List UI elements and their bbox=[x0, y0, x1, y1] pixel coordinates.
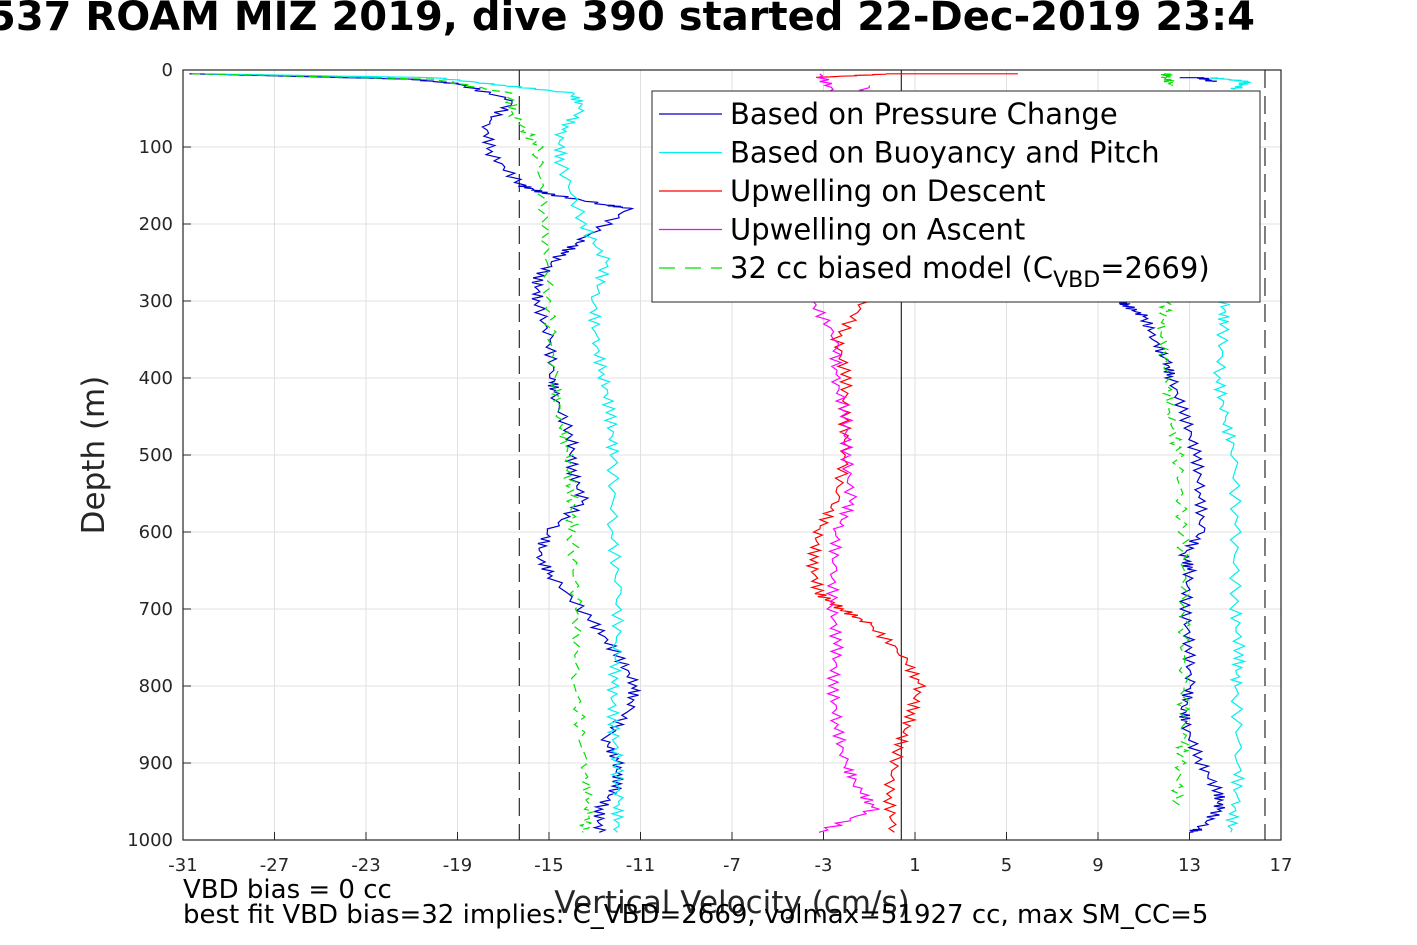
y-tick-label: 100 bbox=[139, 137, 173, 158]
y-tick-label: 900 bbox=[139, 753, 173, 774]
series-line bbox=[1210, 77, 1251, 90]
series-line bbox=[816, 73, 1018, 79]
best-fit-note: best fit VBD bias=32 implies: C_VBD=2669… bbox=[183, 900, 1209, 930]
x-tick-label: 1 bbox=[909, 855, 920, 876]
y-tick-label: 300 bbox=[139, 291, 173, 312]
x-axis-ticks: -31 -27 -23 -19 -15 -11 -7 -3 1 5 9 13 17 bbox=[168, 832, 1292, 876]
vbd-bias-note: VBD bias = 0 cc bbox=[183, 875, 392, 905]
series-line bbox=[1161, 73, 1175, 86]
y-tick-label: 1000 bbox=[127, 830, 173, 851]
series-line bbox=[192, 73, 595, 833]
legend-label: Based on Pressure Change bbox=[730, 97, 1118, 131]
x-axis-label: Vertical Velocity (cm/s) bbox=[554, 885, 909, 921]
x-tick-label: -7 bbox=[723, 855, 741, 876]
legend-box bbox=[651, 90, 1261, 303]
y-axis-label: Depth (m) bbox=[76, 376, 112, 535]
series-lines bbox=[189, 73, 1251, 833]
y-axis-ticks: 0 100 200 300 400 500 600 700 800 900 1000 bbox=[127, 60, 191, 851]
x-tick-label: 17 bbox=[1270, 855, 1293, 876]
chart-title-text: 537 ROAM MIZ 2019, dive 390 started 22-D… bbox=[0, 0, 1255, 40]
series-line bbox=[805, 300, 927, 833]
x-tick-label: -15 bbox=[534, 855, 563, 876]
series-line bbox=[1212, 298, 1247, 833]
x-tick-label: 5 bbox=[1001, 855, 1012, 876]
x-tick-label: -23 bbox=[351, 855, 380, 876]
y-tick-label: 700 bbox=[139, 599, 173, 620]
y-tick-label: 200 bbox=[139, 214, 173, 235]
legend-label: Upwelling on Ascent bbox=[730, 213, 1025, 247]
x-tick-label: -27 bbox=[260, 855, 289, 876]
series-line bbox=[189, 73, 642, 833]
x-tick-label: 9 bbox=[1092, 855, 1103, 876]
x-tick-label: -19 bbox=[443, 855, 472, 876]
series-line bbox=[211, 73, 625, 833]
x-tick-label: -31 bbox=[168, 855, 197, 876]
x-tick-label: 13 bbox=[1178, 855, 1201, 876]
y-tick-label: 600 bbox=[139, 522, 173, 543]
series-line bbox=[812, 300, 880, 833]
x-tick-label: -3 bbox=[815, 855, 833, 876]
y-tick-label: 500 bbox=[139, 445, 173, 466]
series-line bbox=[1155, 300, 1191, 810]
legend-label: Based on Buoyancy and Pitch bbox=[730, 136, 1160, 170]
series-line bbox=[1115, 298, 1226, 833]
x-tick-label: -11 bbox=[626, 855, 655, 876]
series-line bbox=[1179, 77, 1217, 83]
legend-label: Upwelling on Descent bbox=[730, 174, 1046, 208]
y-tick-label: 0 bbox=[162, 60, 173, 81]
legend: Based on Pressure Change Based on Buoyanc… bbox=[651, 90, 1261, 303]
legend-label: 32 cc biased model (CVBD=2669) bbox=[730, 251, 1210, 293]
y-tick-label: 800 bbox=[139, 676, 173, 697]
y-tick-label: 400 bbox=[139, 368, 173, 389]
